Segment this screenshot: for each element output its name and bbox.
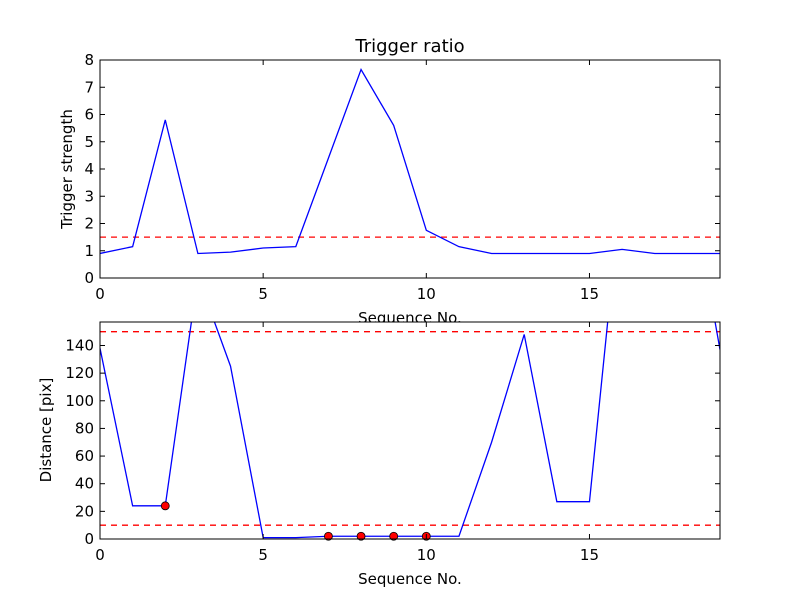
top-x-tick-label: 0 — [95, 285, 105, 303]
top-y-tick-label: 3 — [84, 187, 94, 205]
top-y-tick-label: 7 — [84, 78, 94, 96]
bottom-plot-frame — [99, 321, 721, 540]
top-chart-title: Trigger ratio — [354, 36, 464, 57]
bottom-plot-area — [100, 322, 720, 539]
top-x-tick-label: 15 — [580, 285, 599, 303]
bottom-x-tick-label: 0 — [95, 546, 105, 564]
top-x-tick-label: 5 — [258, 285, 268, 303]
bottom-marker-point — [389, 531, 399, 541]
bottom-y-tick-label: 80 — [75, 419, 94, 437]
top-y-tick-label: 6 — [84, 106, 94, 124]
bottom-series-group — [100, 322, 720, 539]
bottom-ticks: 0 5 10 15 0 20 40 60 80 100 120 140 — [65, 322, 720, 564]
top-series-line-0 — [100, 68, 720, 255]
bottom-series-line-0 — [100, 322, 720, 539]
top-y-tick-label: 1 — [84, 242, 94, 260]
top-plot-area — [100, 60, 720, 278]
bottom-y-tick-label: 0 — [84, 530, 94, 548]
bottom-x-tick-label: 10 — [417, 546, 436, 564]
bottom-subplot: 0 5 10 15 0 20 40 60 80 100 120 140 Sequence No. Di… — [37, 321, 721, 588]
top-x-tick-label: 10 — [417, 285, 436, 303]
bottom-x-tick-label: 15 — [580, 546, 599, 564]
bottom-y-tick-label: 140 — [65, 336, 94, 354]
bottom-y-tick-label: 60 — [75, 447, 94, 465]
bottom-marker-point — [160, 501, 170, 511]
bottom-y-tick-label: 40 — [75, 475, 94, 493]
top-y-tick-label: 2 — [84, 215, 94, 233]
top-y-tick-label: 4 — [84, 160, 94, 178]
bottom-x-tick-label: 5 — [258, 546, 268, 564]
bottom-y-tick-label: 100 — [65, 392, 94, 410]
bottom-y-tick-label: 20 — [75, 502, 94, 520]
bottom-x-axis-label: Sequence No. — [358, 570, 462, 588]
top-y-axis-label: Trigger strength — [58, 109, 76, 230]
top-series-group — [100, 68, 720, 255]
top-y-tick-label: 8 — [84, 51, 94, 69]
top-ticks: 0 5 10 15 0 1 2 3 4 5 6 7 8 — [84, 51, 720, 303]
bottom-marker-group — [160, 501, 431, 541]
bottom-marker-point — [356, 531, 366, 541]
bottom-marker-point — [324, 531, 333, 541]
bottom-y-tick-label: 120 — [65, 364, 94, 382]
top-y-tick-label: 5 — [84, 133, 94, 151]
top-y-tick-label: 0 — [84, 269, 94, 287]
bottom-y-axis-label: Distance [pix] — [37, 378, 55, 483]
